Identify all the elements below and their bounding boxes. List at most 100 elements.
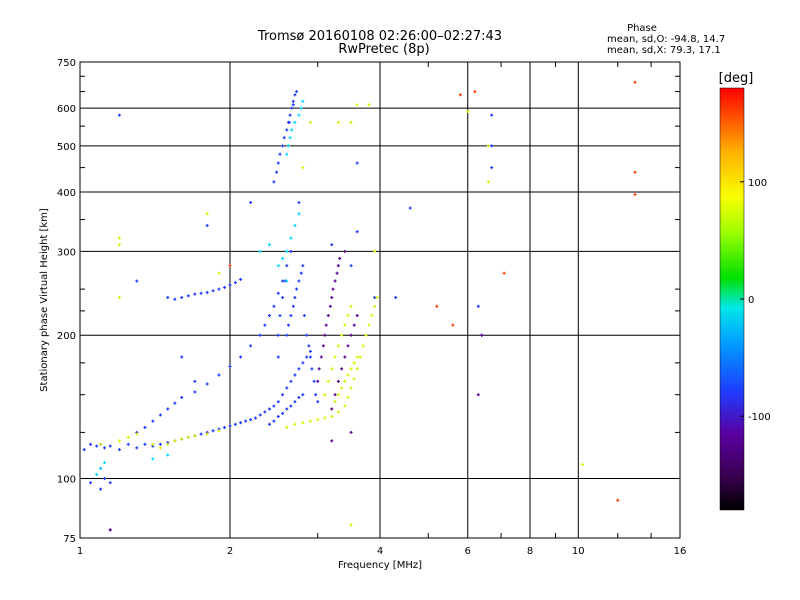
data-point (289, 404, 293, 408)
x-tick-label: 6 (465, 546, 471, 557)
data-point (299, 106, 303, 110)
data-point (99, 442, 103, 446)
y-tick-label: 100 (57, 475, 76, 486)
data-point (151, 419, 155, 423)
data-point (276, 264, 280, 268)
data-point (285, 264, 289, 268)
data-point (490, 144, 494, 148)
data-point (308, 120, 312, 124)
data-point (343, 323, 347, 327)
data-point (143, 442, 147, 446)
data-point (336, 410, 340, 414)
data-point (326, 314, 330, 318)
data-point (323, 416, 327, 420)
data-point (286, 144, 290, 148)
data-point (331, 287, 335, 291)
data-point (302, 314, 306, 318)
data-point (317, 367, 321, 371)
data-point (258, 249, 262, 253)
data-point (633, 193, 637, 197)
y-axis-label: Stationary phase Virtual Height [km] (39, 208, 50, 392)
data-point (217, 429, 221, 433)
data-point (291, 99, 295, 103)
data-point (308, 355, 312, 359)
data-point (633, 80, 637, 84)
data-point (343, 355, 347, 359)
data-point (281, 393, 285, 397)
data-point (451, 323, 455, 327)
data-point (158, 446, 162, 450)
data-point (281, 256, 285, 260)
data-point (490, 166, 494, 170)
data-point (117, 113, 121, 117)
data-point (217, 373, 221, 377)
data-point (151, 442, 155, 446)
data-point (330, 439, 334, 443)
data-point (239, 421, 243, 425)
data-point (117, 296, 121, 300)
data-point (355, 103, 359, 107)
colorbar-label: [deg] (719, 71, 754, 86)
y-tick-label: 75 (63, 534, 76, 545)
data-point (349, 333, 353, 337)
data-point (267, 422, 271, 426)
data-point (297, 113, 301, 117)
x-tick-label: 16 (674, 546, 687, 557)
data-point (352, 361, 356, 365)
data-point (287, 120, 291, 124)
data-point (228, 264, 232, 268)
data-point (173, 297, 177, 301)
data-point (166, 453, 170, 457)
data-point (301, 393, 305, 397)
data-point (135, 279, 139, 283)
data-point (355, 230, 359, 234)
data-point (223, 285, 227, 289)
data-point (346, 373, 350, 377)
data-point (340, 333, 344, 337)
data-point (367, 323, 371, 327)
data-point (228, 364, 232, 368)
data-point (117, 448, 121, 452)
data-point (358, 355, 362, 359)
data-point (180, 296, 184, 300)
colorbar-ticks: 100 0 -100 (740, 178, 771, 423)
data-point (333, 400, 337, 404)
data-point (276, 333, 280, 337)
data-point (199, 432, 203, 436)
data-point (211, 429, 215, 433)
data-point (281, 144, 285, 148)
data-point (476, 393, 480, 397)
data-point (336, 264, 340, 268)
x-tick-label: 4 (377, 546, 383, 557)
data-point (435, 304, 439, 308)
data-point (289, 379, 293, 383)
data-point (276, 400, 280, 404)
x-axis-ticks: 1 2 4 6 8 10 16 (77, 62, 687, 557)
data-point (336, 120, 340, 124)
data-point (288, 113, 292, 117)
data-point (249, 418, 253, 422)
data-point (291, 304, 295, 308)
chart-subtitle: RwPretec (8p) (338, 42, 429, 57)
data-point (333, 355, 337, 359)
data-point (166, 442, 170, 446)
data-point (285, 425, 289, 429)
data-point (297, 395, 301, 399)
data-point (633, 170, 637, 174)
data-point (205, 290, 209, 294)
data-point (307, 344, 311, 348)
data-point (316, 418, 320, 422)
data-point (108, 444, 112, 448)
data-point (278, 314, 282, 318)
data-point (291, 103, 295, 107)
data-point (276, 355, 280, 359)
data-point (117, 243, 121, 247)
y-tick-label: 300 (57, 247, 76, 258)
data-point (321, 344, 325, 348)
data-point (297, 279, 301, 283)
data-point (316, 379, 320, 383)
data-point (267, 243, 271, 247)
data-point (267, 407, 271, 411)
y-tick-label: 750 (57, 58, 76, 69)
